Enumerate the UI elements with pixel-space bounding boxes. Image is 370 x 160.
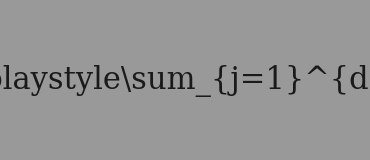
Text: R_{\mathrm{Column}} = \dfrac{\displaystyle\sum_{j=1}^{d}\sum_{i=1}^{h} C_{ij}^{2: R_{\mathrm{Column}} = \dfrac{\displaysty… — [0, 65, 370, 97]
